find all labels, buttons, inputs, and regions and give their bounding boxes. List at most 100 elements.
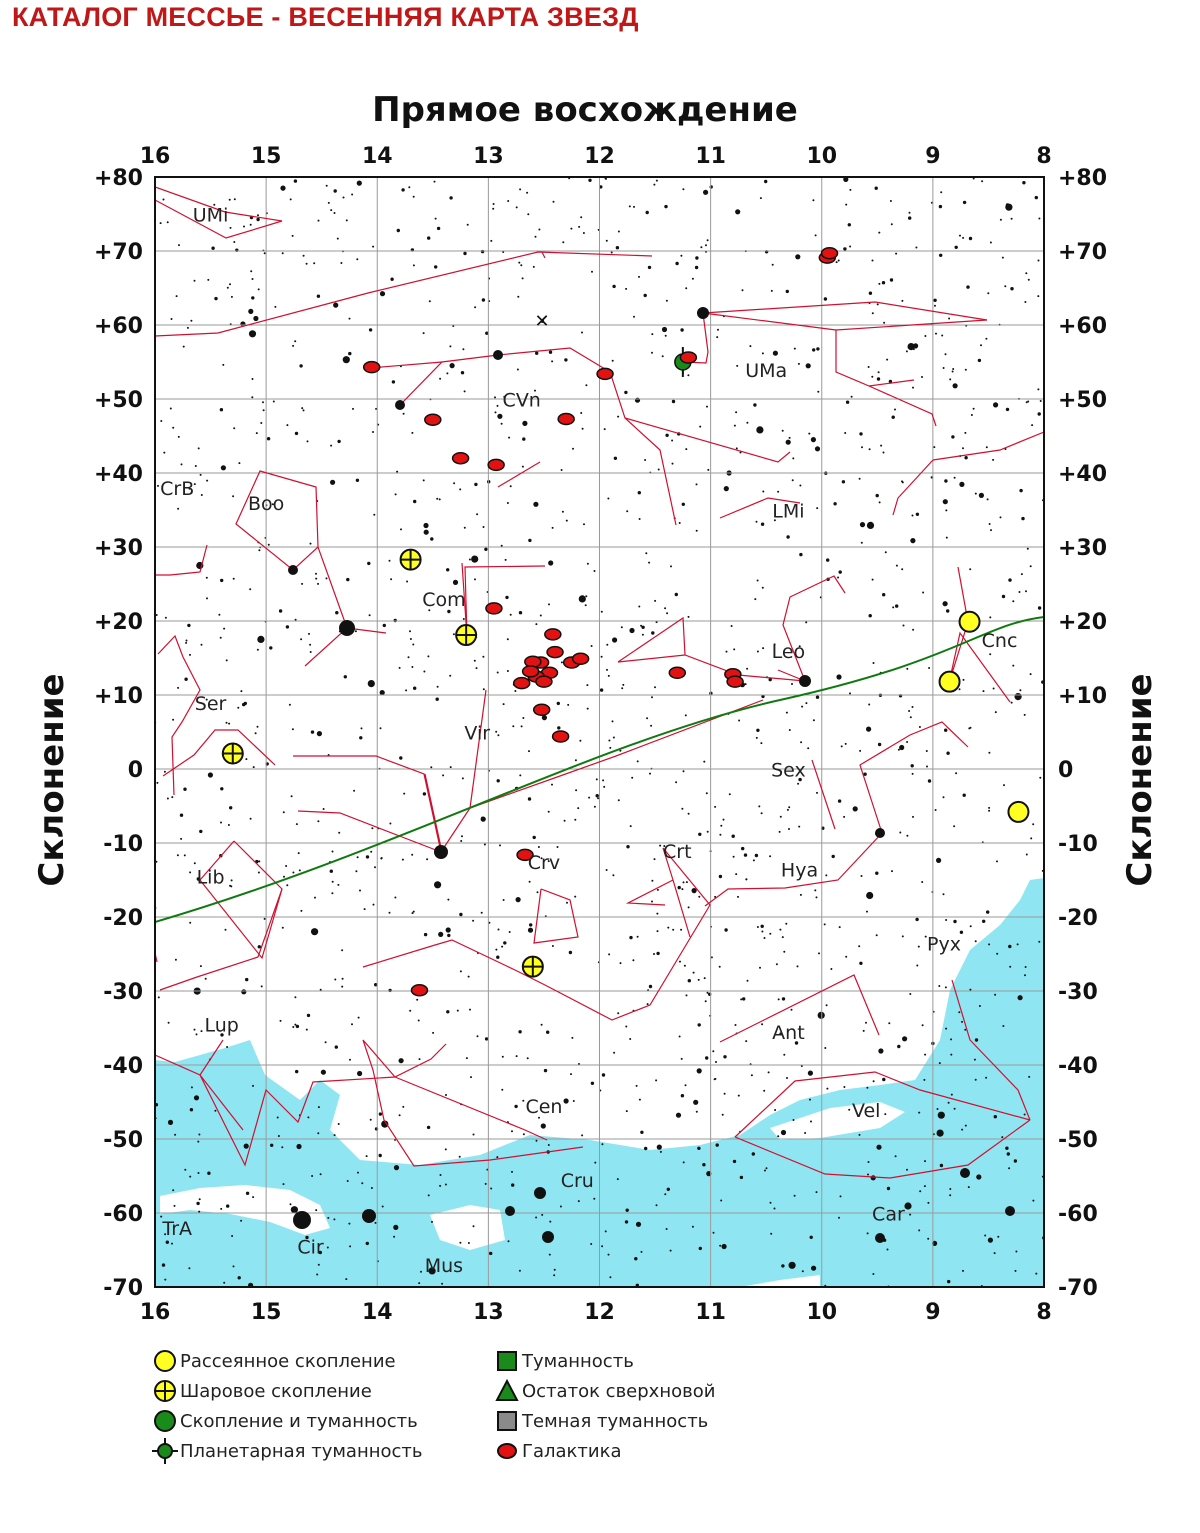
star bbox=[553, 1268, 556, 1271]
star bbox=[1001, 256, 1004, 259]
star bbox=[373, 513, 376, 516]
star bbox=[695, 529, 698, 532]
dark-nebula-icon bbox=[497, 1411, 517, 1431]
star bbox=[334, 1045, 338, 1049]
star bbox=[967, 1186, 970, 1189]
star bbox=[682, 1161, 685, 1164]
star bbox=[795, 254, 801, 260]
star bbox=[500, 422, 503, 425]
star bbox=[763, 937, 766, 939]
star bbox=[663, 845, 666, 847]
star bbox=[622, 683, 625, 686]
star bbox=[285, 865, 288, 867]
star bbox=[837, 799, 842, 803]
star bbox=[739, 451, 742, 454]
page-title: КАТАЛОГ МЕССЬЕ - ВЕСЕННЯЯ КАРТА ЗВЕЗД bbox=[12, 2, 639, 32]
galaxy-marker bbox=[512, 676, 531, 690]
star bbox=[535, 1216, 538, 1219]
legend-left: Рассеянное скопление Шаровое скопление С… bbox=[152, 1346, 423, 1466]
star bbox=[868, 448, 871, 451]
star bbox=[365, 855, 370, 859]
star bbox=[1037, 259, 1040, 262]
star bbox=[640, 624, 643, 627]
star bbox=[941, 334, 944, 337]
star bbox=[937, 1111, 945, 1119]
star bbox=[374, 866, 376, 869]
star bbox=[617, 1012, 620, 1015]
star bbox=[948, 317, 951, 320]
star bbox=[805, 621, 808, 624]
star bbox=[189, 1108, 194, 1112]
star bbox=[946, 609, 950, 613]
star bbox=[992, 687, 995, 690]
star bbox=[844, 432, 847, 434]
star bbox=[590, 1081, 595, 1086]
star bbox=[923, 1185, 926, 1188]
star bbox=[166, 797, 169, 800]
star bbox=[372, 903, 375, 906]
star bbox=[501, 945, 504, 948]
star bbox=[974, 940, 977, 943]
star bbox=[793, 347, 796, 350]
star bbox=[409, 630, 411, 633]
ecliptic-line bbox=[155, 616, 1044, 923]
star bbox=[732, 855, 735, 858]
star bbox=[695, 256, 699, 260]
star bbox=[518, 1269, 521, 1272]
constellation-line bbox=[951, 979, 1031, 1121]
star bbox=[677, 885, 681, 890]
star bbox=[814, 446, 821, 452]
constellation-line bbox=[155, 1043, 447, 1167]
star bbox=[788, 806, 791, 809]
star bbox=[341, 949, 344, 952]
star bbox=[398, 666, 401, 669]
star bbox=[237, 1276, 241, 1280]
star bbox=[359, 889, 361, 892]
legend-label: Остаток сверхновой bbox=[522, 1380, 716, 1402]
star bbox=[342, 356, 350, 364]
star bbox=[872, 662, 875, 664]
star bbox=[612, 637, 618, 643]
constellation-line bbox=[734, 1071, 1031, 1138]
star bbox=[492, 207, 495, 210]
star bbox=[794, 1041, 799, 1045]
star bbox=[461, 835, 463, 838]
star bbox=[994, 993, 997, 996]
star bbox=[289, 1203, 292, 1206]
star bbox=[199, 473, 202, 476]
star bbox=[1035, 1272, 1038, 1275]
star bbox=[295, 823, 298, 826]
star bbox=[189, 921, 192, 924]
star bbox=[177, 507, 180, 510]
star bbox=[499, 844, 501, 847]
star bbox=[348, 317, 351, 320]
star bbox=[431, 1220, 433, 1223]
star bbox=[472, 919, 475, 922]
legend-item: Планетарная туманность bbox=[152, 1436, 423, 1466]
dec-tick-left: -10 bbox=[103, 832, 143, 857]
star bbox=[213, 203, 216, 206]
star bbox=[703, 760, 706, 763]
star bbox=[490, 239, 493, 242]
star bbox=[583, 523, 585, 526]
star bbox=[193, 483, 196, 486]
dec-tick-left: 0 bbox=[128, 758, 143, 783]
star bbox=[781, 429, 784, 432]
star bbox=[737, 1094, 740, 1097]
star bbox=[810, 1120, 812, 1123]
star bbox=[481, 298, 486, 302]
constellation-line bbox=[155, 199, 283, 239]
star bbox=[183, 787, 187, 791]
star bbox=[452, 579, 459, 586]
star bbox=[944, 479, 948, 483]
dec-tick-right: +30 bbox=[1058, 536, 1107, 561]
dec-tick-left: +40 bbox=[94, 462, 143, 487]
star bbox=[577, 1200, 580, 1203]
star bbox=[769, 932, 772, 935]
star bbox=[912, 386, 914, 389]
star bbox=[472, 1225, 475, 1228]
star bbox=[222, 363, 225, 366]
star bbox=[413, 499, 417, 504]
star bbox=[574, 818, 577, 821]
star bbox=[837, 576, 840, 579]
